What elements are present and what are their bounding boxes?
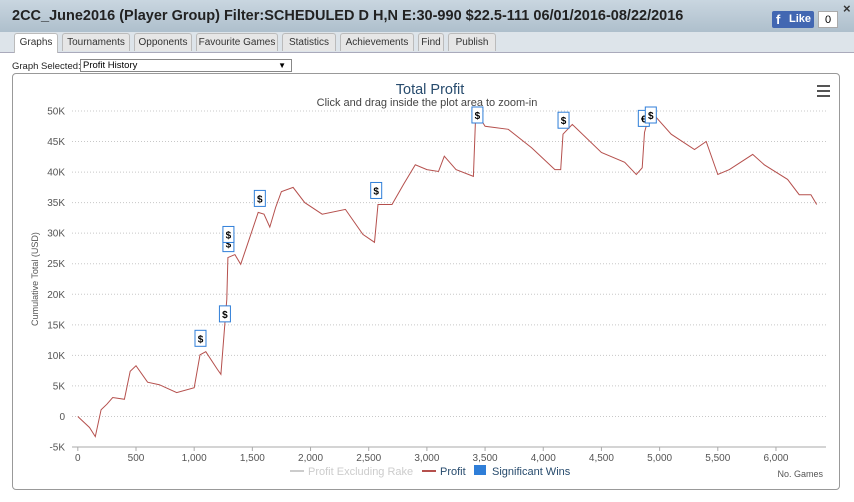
legend-item[interactable]: Profit — [422, 466, 466, 478]
flag — [218, 305, 231, 323]
flag — [194, 329, 207, 347]
y-axis-label: Cumulative Total (USD) — [30, 232, 40, 326]
x-tick-label: 3,500 — [473, 453, 498, 464]
tab[interactable]: Statistics — [282, 33, 336, 51]
legend-label: Profit — [440, 466, 466, 478]
x-tick-label: 1,000 — [182, 453, 207, 464]
tab-bar: Graphs Tournaments Opponents Favourite Game… — [0, 32, 854, 53]
legend-item[interactable]: Significant Wins — [474, 465, 571, 478]
significant-win-flag: $ — [557, 111, 570, 129]
y-tick-label: 30K — [47, 229, 65, 240]
tab[interactable]: Find — [418, 33, 444, 51]
flag-label: $ — [475, 111, 481, 122]
flag-label: $ — [226, 240, 232, 251]
x-tick-label: 0 — [75, 453, 81, 464]
flag-label: $ — [561, 116, 567, 127]
like-count: 0 — [818, 11, 838, 28]
x-tick-label: 6,000 — [763, 453, 788, 464]
close-button[interactable]: × — [843, 1, 851, 16]
profit-line — [77, 109, 818, 438]
x-tick-label: 2,000 — [298, 453, 323, 464]
tab[interactable]: Achievements — [340, 33, 414, 51]
chart-subtitle: Click and drag inside the plot area to z… — [317, 97, 538, 109]
chart-frame — [12, 73, 840, 490]
flag-label: $ — [222, 310, 228, 321]
y-tick-label: 0 — [59, 412, 65, 423]
x-tick-label: 4,500 — [589, 453, 614, 464]
y-tick-label: 35K — [47, 198, 65, 209]
y-tick-label: 45K — [47, 137, 65, 148]
legend-swatch — [474, 465, 486, 475]
x-tick-label: 4,000 — [531, 453, 556, 464]
y-tick-label: 40K — [47, 168, 65, 179]
x-tick-label: 500 — [128, 453, 145, 464]
legend-item[interactable]: Profit Excluding Rake — [290, 466, 413, 478]
y-tick-label: 50K — [47, 107, 65, 118]
flag-label: $ — [257, 194, 263, 205]
x-tick-label: 2,500 — [356, 453, 381, 464]
flag — [370, 181, 383, 199]
tab[interactable]: Graphs — [14, 33, 58, 53]
legend-label: Significant Wins — [492, 466, 571, 478]
y-tick-label: -5K — [49, 443, 65, 454]
significant-win-flag: $ — [218, 305, 231, 323]
x-axis-label: No. Games — [777, 469, 823, 479]
x-tick-label: 3,000 — [414, 453, 439, 464]
flag — [471, 106, 484, 124]
significant-win-flag: $ — [370, 181, 383, 199]
x-tick-label: 5,500 — [705, 453, 730, 464]
x-tick-label: 5,000 — [647, 453, 672, 464]
flag — [557, 111, 570, 129]
flag-label: $ — [226, 230, 232, 241]
graph-select[interactable]: Profit History — [80, 59, 292, 72]
like-button[interactable]: Like — [772, 11, 814, 28]
significant-win-flag: $ — [471, 106, 484, 124]
flag-label: $ — [198, 334, 204, 345]
significant-win-flag: $ — [253, 189, 266, 207]
significant-win-flag: $ — [194, 329, 207, 347]
flag — [644, 106, 657, 124]
tab[interactable]: Favourite Games — [196, 33, 278, 51]
y-tick-label: 10K — [47, 351, 65, 362]
graph-select-label: Graph Selected: — [12, 61, 81, 72]
tab[interactable]: Opponents — [134, 33, 192, 51]
header: 2CC_June2016 (Player Group) Filter:SCHED… — [0, 0, 854, 33]
y-tick-label: 20K — [47, 290, 65, 301]
flag — [222, 225, 235, 243]
flag-label: $ — [373, 186, 379, 197]
tab[interactable]: Tournaments — [62, 33, 130, 51]
significant-win-flag: $ — [222, 225, 235, 243]
window-title: 2CC_June2016 (Player Group) Filter:SCHED… — [12, 8, 684, 24]
y-tick-label: 5K — [53, 381, 66, 392]
legend-label: Profit Excluding Rake — [308, 466, 413, 478]
flag-label: € — [641, 114, 647, 125]
flag-label: $ — [648, 111, 654, 122]
y-tick-label: 25K — [47, 259, 65, 270]
menu-button[interactable] — [817, 85, 830, 97]
tab[interactable]: Publish — [448, 33, 496, 51]
significant-win-flag: $ — [644, 106, 657, 124]
y-tick-label: 15K — [47, 320, 65, 331]
flag — [253, 189, 266, 207]
x-tick-label: 1,500 — [240, 453, 265, 464]
chart-title: Total Profit — [396, 82, 465, 98]
